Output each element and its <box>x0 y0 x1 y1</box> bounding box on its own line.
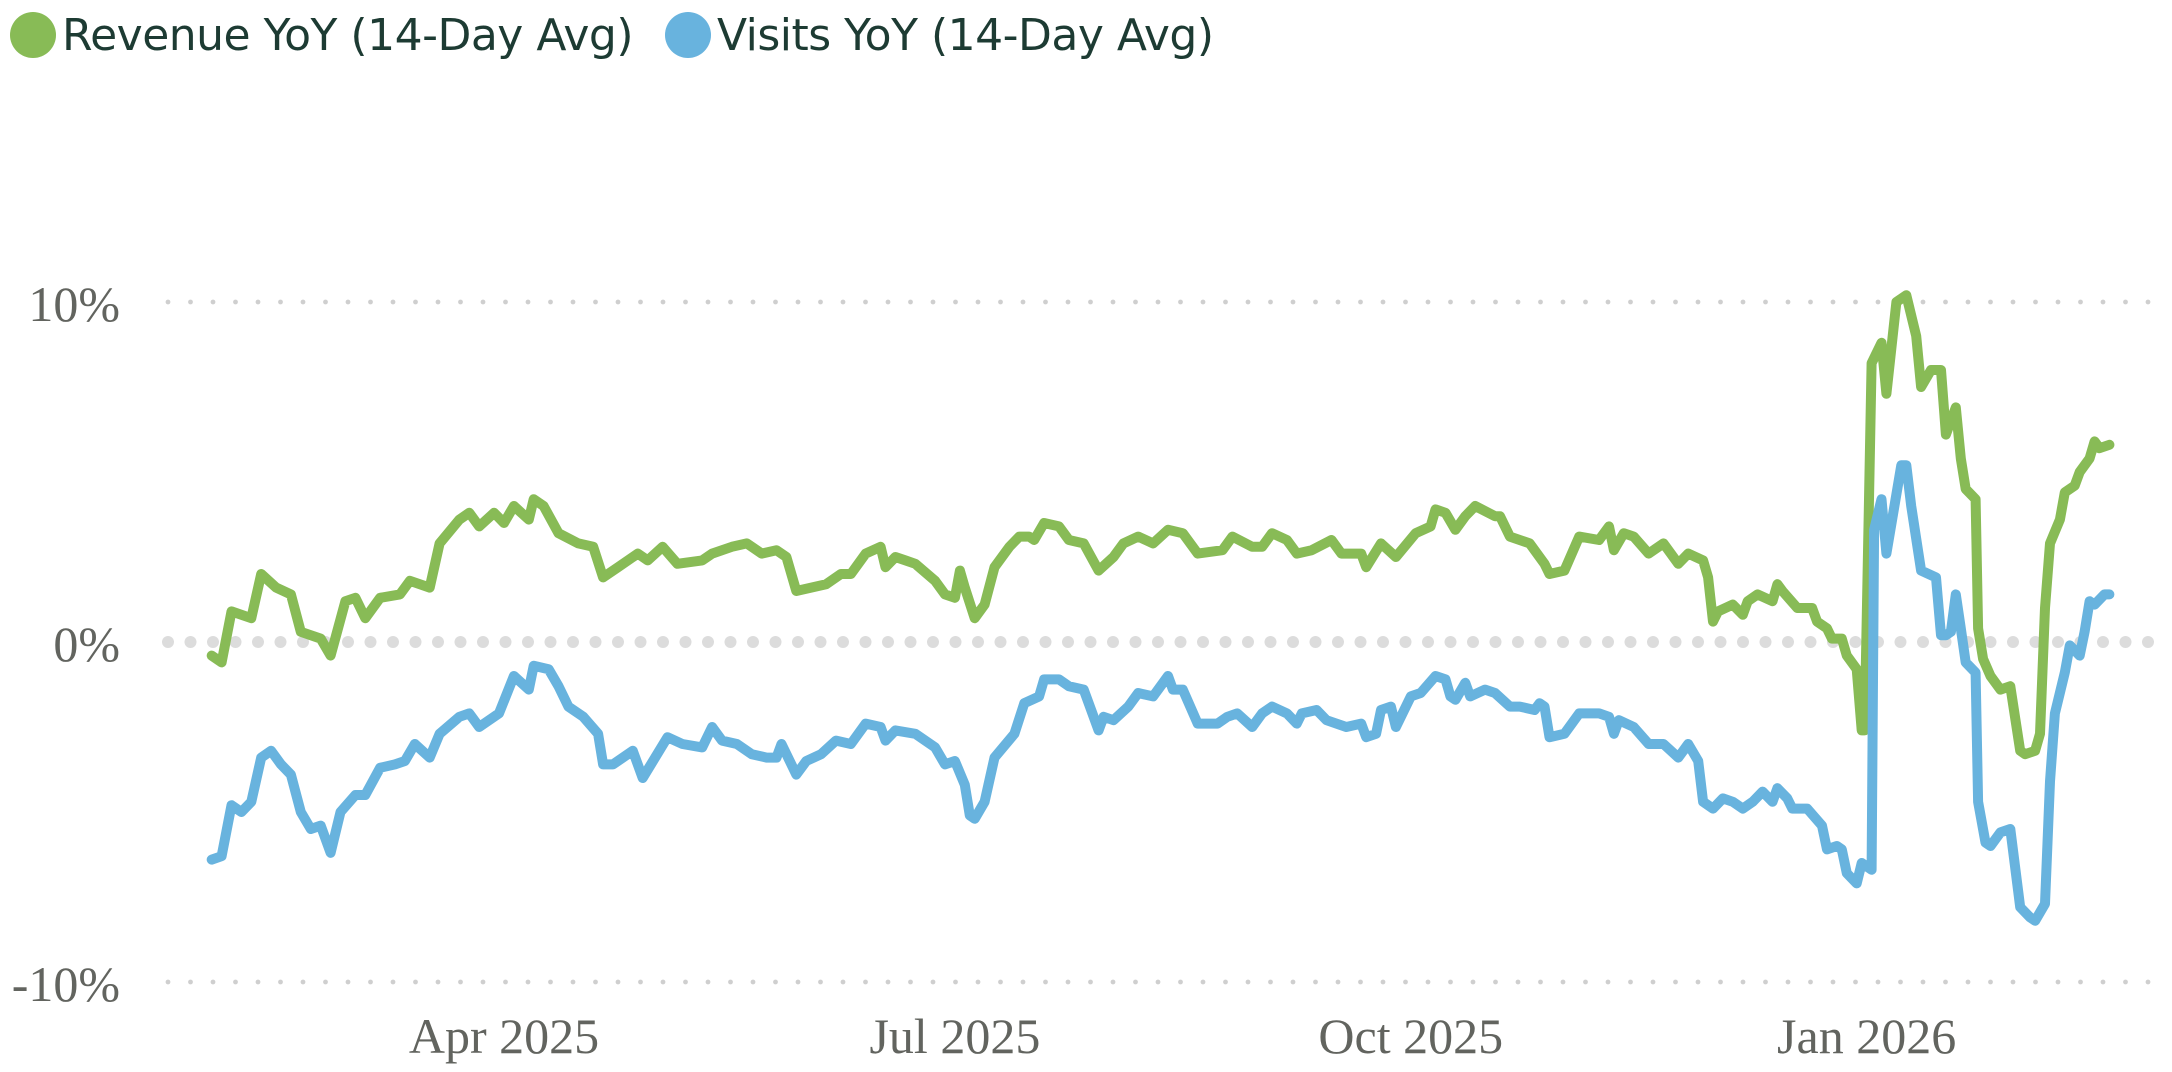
x-tick-label: Apr 2025 <box>409 1008 599 1064</box>
visits-line <box>206 460 2115 926</box>
y-tick-label: -10% <box>12 956 120 1012</box>
x-tick-label: Jan 2026 <box>1777 1008 1956 1064</box>
zero-gridline <box>162 636 2154 648</box>
legend-label-visits: Visits YoY (14-Day Avg) <box>716 9 1214 61</box>
revenue-line <box>206 290 2115 760</box>
series-lines <box>206 290 2115 926</box>
x-tick-label: Jul 2025 <box>869 1008 1040 1064</box>
legend-item-visits[interactable]: Visits YoY (14-Day Avg) <box>655 10 1214 61</box>
y-tick-label: 10% <box>28 276 120 332</box>
gridlines <box>162 299 2154 985</box>
y-axis: 10% 0% -10% <box>12 276 120 1012</box>
x-tick-label: Oct 2025 <box>1318 1008 1503 1064</box>
x-axis: Apr 2025 Jul 2025 Oct 2025 Jan 2026 <box>409 1008 1956 1064</box>
legend-label-revenue: Revenue YoY (14-Day Avg) <box>62 9 633 61</box>
gridline <box>165 979 2151 985</box>
y-tick-label: 0% <box>53 616 120 672</box>
legend-swatch-visits-icon <box>664 12 711 58</box>
gridline <box>165 299 2151 305</box>
legend-swatch-revenue-icon <box>10 12 56 58</box>
legend-item-revenue[interactable]: Revenue YoY (14-Day Avg) <box>0 10 633 61</box>
legend: Revenue YoY (14-Day Avg) Visits YoY (14-… <box>0 0 1236 70</box>
